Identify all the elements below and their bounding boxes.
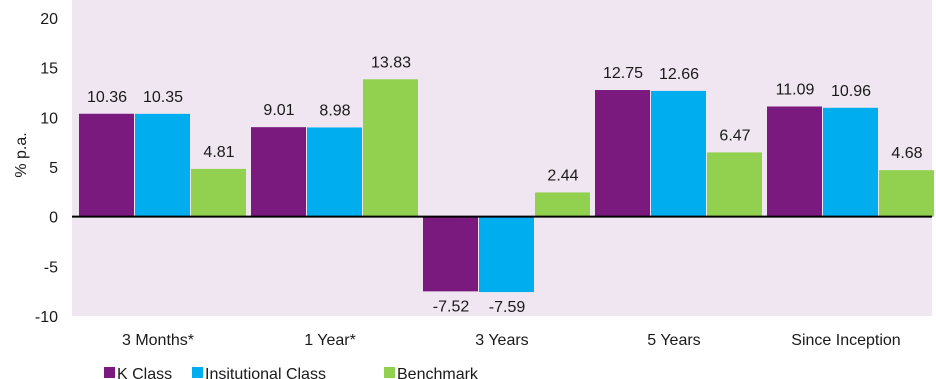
- y-tick-label: 20: [40, 11, 58, 28]
- y-tick-label: 0: [49, 210, 58, 227]
- data-label: 10.36: [87, 89, 127, 106]
- data-label: 9.01: [263, 102, 294, 119]
- data-label: 2.44: [547, 167, 578, 184]
- bar: [767, 106, 822, 217]
- legend-swatch: [384, 367, 395, 378]
- data-label: 8.98: [319, 102, 350, 119]
- y-axis-label: % p.a.: [13, 132, 30, 177]
- x-tick-label: 3 Months*: [122, 332, 194, 349]
- data-labels: 10.36 10.35 4.81 9.01 8.98 13.83 -7.52 -7.59 2.4…: [87, 54, 923, 316]
- bar: [135, 113, 190, 217]
- data-label: 12.66: [659, 66, 699, 83]
- bar: [79, 113, 134, 217]
- data-label: -7.52: [433, 298, 470, 315]
- x-tick-label: 1 Year*: [304, 332, 356, 349]
- bar: [423, 216, 478, 292]
- legend-label: Insitutional Class: [205, 366, 326, 379]
- y-tick-label: 10: [40, 110, 58, 127]
- data-label: 4.68: [891, 145, 922, 162]
- legend-swatch: [192, 367, 203, 378]
- data-label: 10.96: [831, 83, 871, 100]
- bar: [595, 90, 650, 217]
- bar: [479, 216, 534, 293]
- bar: [191, 168, 246, 217]
- data-label: 12.75: [603, 65, 643, 82]
- y-tick-label: -10: [35, 309, 58, 326]
- bar: [823, 107, 878, 217]
- data-label: -7.59: [489, 299, 526, 316]
- x-tick-label: 3 Years: [475, 332, 528, 349]
- bar: [307, 127, 362, 217]
- bars: [79, 79, 934, 293]
- data-label: 10.35: [143, 89, 183, 106]
- y-tick-label: -5: [44, 259, 58, 276]
- data-label: 4.81: [203, 144, 234, 161]
- x-axis-ticks: 3 Months* 1 Year* 3 Years 5 Years Since Ince…: [122, 332, 901, 349]
- bar: [251, 127, 306, 217]
- legend-label: Benchmark: [397, 366, 479, 379]
- data-label: 11.09: [776, 82, 815, 99]
- y-axis-ticks: 20 15 10 5 0 -5 -10: [35, 11, 58, 326]
- y-tick-label: 15: [40, 61, 58, 78]
- bar: [535, 192, 590, 217]
- legend-label: K Class: [117, 366, 172, 379]
- x-tick-label: Since Inception: [791, 332, 900, 349]
- bar: [707, 152, 762, 217]
- legend: K Class Insitutional Class Benchmark: [104, 366, 479, 379]
- x-tick-label: 5 Years: [647, 332, 700, 349]
- legend-swatch: [104, 367, 115, 378]
- bar: [651, 90, 706, 217]
- data-label: 6.47: [719, 127, 750, 144]
- y-tick-label: 5: [49, 160, 58, 177]
- bar: [879, 170, 934, 217]
- bar: [363, 79, 418, 217]
- data-label: 13.83: [371, 54, 411, 71]
